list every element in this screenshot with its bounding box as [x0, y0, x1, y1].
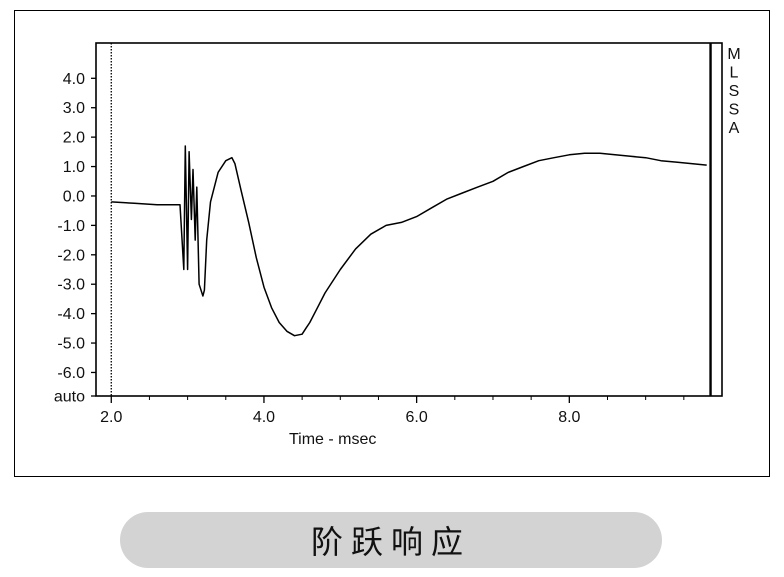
x-tick-label: 6.0: [406, 409, 428, 426]
series-line: [111, 145, 707, 337]
y-tick-label: -3.0: [57, 277, 85, 294]
x-axis-title: Time - msec: [289, 431, 376, 448]
y-tick-label: 4.0: [63, 71, 85, 88]
y-tick-label: -4.0: [57, 306, 85, 323]
y-tick-label: -6.0: [57, 365, 85, 382]
y-tick-label: -1.0: [57, 218, 85, 235]
y-tick-label: -2.0: [57, 247, 85, 264]
y-tick-label: 1.0: [63, 159, 85, 176]
x-tick-label: 8.0: [558, 409, 580, 426]
caption-pill: 阶跃响应: [120, 512, 662, 568]
side-letter: M: [727, 46, 740, 63]
y-tick-label: auto: [54, 389, 85, 406]
y-tick-label: 0.0: [63, 188, 85, 205]
side-letter: A: [729, 120, 740, 137]
side-letter: S: [729, 83, 740, 100]
y-tick-label: 3.0: [63, 100, 85, 117]
chart-frame: [14, 10, 770, 477]
side-letter: L: [730, 65, 739, 82]
plot-area-border: [95, 42, 723, 397]
y-tick-label: -5.0: [57, 336, 85, 353]
side-letter: S: [729, 102, 740, 119]
x-tick-label: 4.0: [253, 409, 275, 426]
caption-text: 阶跃响应: [310, 523, 471, 561]
x-tick-label: 2.0: [100, 409, 122, 426]
y-tick-label: 2.0: [63, 130, 85, 147]
